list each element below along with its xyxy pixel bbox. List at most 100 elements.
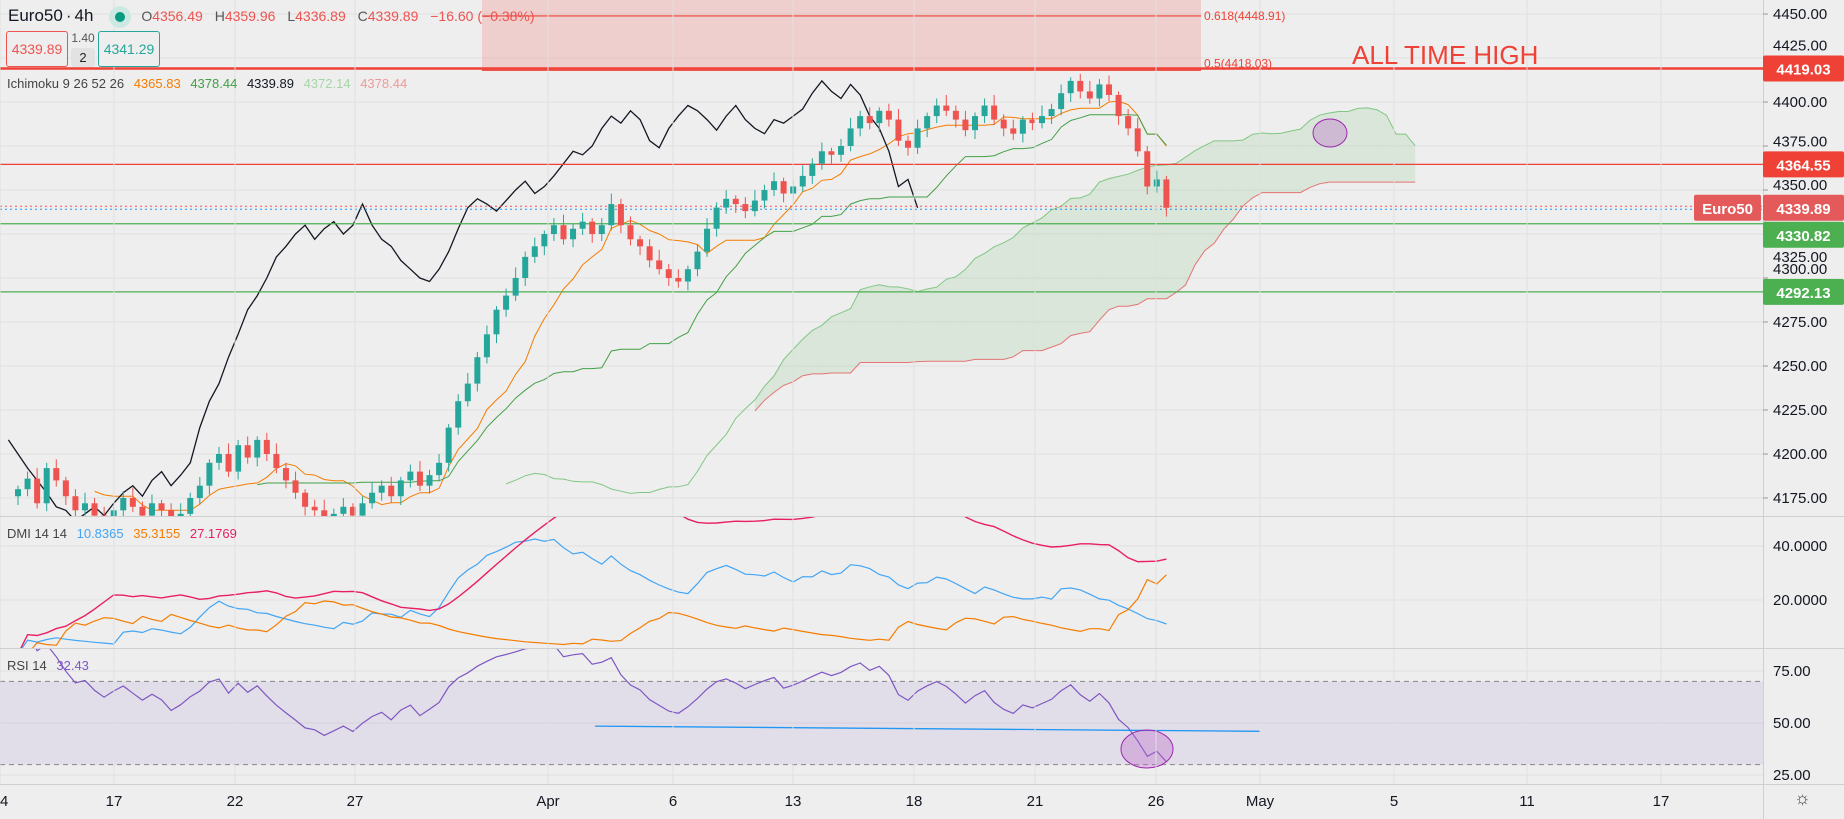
gear-icon[interactable]: ☼ — [1794, 788, 1811, 808]
kijun-value: 4378.44 — [190, 76, 238, 91]
level-price-label: 4330.82 — [1776, 228, 1830, 245]
candle-body — [311, 506, 318, 511]
candle-body — [522, 256, 529, 278]
candle-body — [1086, 91, 1093, 99]
candle-body — [24, 478, 31, 490]
ichimoku-cloud — [1195, 145, 1205, 265]
candle-body — [388, 485, 395, 497]
symbol-price-tag-bg — [1694, 194, 1761, 221]
candle-body — [72, 496, 79, 511]
candle-body — [560, 225, 567, 240]
all-time-high-label[interactable]: ALL TIME HIGH — [1352, 40, 1539, 70]
candle-body — [503, 295, 510, 310]
separator: · — [65, 6, 72, 26]
candle-body — [1134, 128, 1141, 152]
candle-body — [1048, 109, 1055, 117]
ichimoku-cloud — [1290, 129, 1301, 193]
ichimoku-cloud — [1233, 140, 1243, 220]
candle-body — [818, 151, 825, 164]
candle-body — [407, 471, 414, 481]
ichimoku-cloud — [1185, 150, 1196, 286]
plus-di-value: 10.8365 — [76, 526, 124, 541]
time-tick-label: 21 — [1027, 793, 1044, 810]
candle-body — [34, 478, 41, 504]
ichimoku-cloud — [898, 287, 909, 363]
candle-body — [895, 119, 902, 141]
interval[interactable]: 4h — [74, 6, 94, 26]
time-tick-label: 13 — [785, 793, 802, 810]
dmi-legend[interactable]: DMI 14 14 10.8365 35.3155 27.1769 — [7, 526, 243, 541]
ichimoku-cloud — [965, 258, 975, 362]
time-tick-label: 27 — [347, 793, 364, 810]
sell-button[interactable]: 4339.89 — [6, 31, 68, 67]
ichimoku-cloud — [812, 325, 822, 374]
candle-body — [1105, 84, 1112, 95]
candle-body — [1096, 84, 1103, 99]
level-price-label: 4292.13 — [1776, 285, 1830, 302]
level-price-label: 4419.03 — [1776, 62, 1830, 79]
close-key: C — [357, 8, 368, 25]
candle-body — [857, 116, 864, 129]
dmi-tick-label: 40.0000 — [1773, 538, 1827, 555]
fib-zone — [482, 0, 1201, 71]
level-price-label: 4364.55 — [1776, 157, 1830, 174]
candle-body — [684, 269, 691, 282]
candle-body — [474, 357, 481, 384]
candle-body — [885, 110, 892, 120]
ichimoku-name: Ichimoku 9 26 52 26 — [7, 76, 125, 91]
ichimoku-cloud — [1376, 109, 1387, 183]
ichimoku-cloud — [955, 269, 966, 362]
chikou-value: 4339.89 — [246, 76, 294, 91]
adx-line — [20, 517, 1167, 648]
candle-body — [416, 471, 423, 486]
ichimoku-cloud — [1041, 209, 1052, 351]
high-value: 4359.96 — [224, 8, 276, 25]
ichimoku-cloud — [1099, 178, 1109, 321]
ichimoku-cloud — [1147, 165, 1157, 299]
candle-body — [876, 110, 883, 124]
candle-body — [933, 105, 940, 117]
senkou-span-b-line — [754, 181, 1416, 412]
time-tick-label: 17 — [1653, 793, 1670, 810]
dmi-pane — [0, 517, 1763, 648]
time-tick-label: 18 — [906, 793, 923, 810]
ichimoku-cloud — [1089, 182, 1100, 332]
fib-05-label: 0.5(4418.03) — [1204, 56, 1272, 70]
quantity-field[interactable]: 2 — [71, 48, 95, 67]
candle-body — [426, 475, 433, 486]
price-tick-label: 4400.00 — [1773, 94, 1827, 111]
candle-body — [991, 105, 998, 120]
symbol-name[interactable]: Euro50 — [8, 6, 63, 26]
candle-body — [1038, 116, 1045, 124]
dmi-tick-label: 20.0000 — [1773, 592, 1827, 609]
candle-body — [397, 480, 404, 497]
rsi-tick-label: 25.00 — [1773, 767, 1811, 784]
highlight-ellipse — [1312, 118, 1348, 148]
minus-di-line — [31, 574, 1167, 648]
level-price-label-bg — [1763, 221, 1844, 248]
ichimoku-cloud — [994, 242, 1004, 360]
rsi-legend[interactable]: RSI 14 32.43 — [7, 658, 95, 673]
open-key: O — [141, 8, 153, 25]
buy-button[interactable]: 4341.29 — [98, 31, 160, 67]
close-value: 4339.89 — [367, 8, 419, 25]
candle-body — [349, 506, 356, 516]
dmi-name: DMI 14 14 — [7, 526, 67, 541]
ichimoku-legend[interactable]: Ichimoku 9 26 52 26 4365.83 4378.44 4339… — [7, 76, 413, 91]
span-a-value: 4372.14 — [303, 76, 351, 91]
ichimoku-cloud — [1271, 133, 1282, 193]
ichimoku-cloud — [1204, 140, 1215, 251]
candle-body — [330, 513, 337, 516]
candle-body — [235, 445, 242, 472]
ichimoku-cloud — [1309, 115, 1320, 188]
price-tick-label: 4275.00 — [1773, 314, 1827, 331]
candle-body — [53, 468, 60, 481]
price-tick-label: 4350.00 — [1773, 177, 1827, 194]
candle-body — [531, 246, 538, 257]
ichimoku-cloud — [1348, 108, 1358, 183]
candle-body — [254, 439, 261, 458]
candle-body — [292, 480, 299, 493]
price-pane — [0, 0, 1763, 516]
rsi-pane — [0, 649, 1763, 776]
